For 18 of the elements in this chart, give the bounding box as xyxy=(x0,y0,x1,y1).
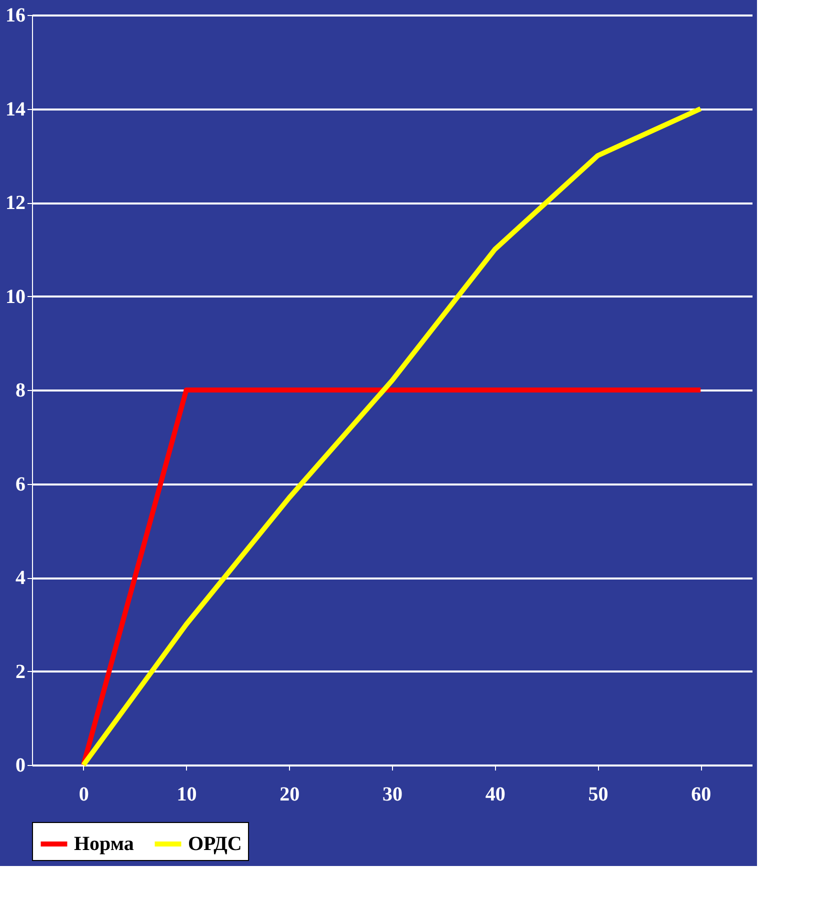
y-tick-label: 8 xyxy=(16,380,26,402)
y-tick-label: 12 xyxy=(6,192,26,214)
y-tick-label: 4 xyxy=(16,567,26,589)
x-tick-label: 0 xyxy=(78,784,89,806)
y-tick-label: 10 xyxy=(6,286,26,308)
x-tick-label: 10 xyxy=(176,784,197,806)
x-tick-label: 20 xyxy=(280,784,300,806)
y-tick-label: 2 xyxy=(16,660,26,683)
y-tick-label: 14 xyxy=(6,98,26,120)
x-tick-label: 60 xyxy=(691,784,712,806)
x-tick-label: 30 xyxy=(382,784,402,806)
legend-label: Норма xyxy=(74,833,134,855)
legend-label: ОРДС xyxy=(188,833,242,855)
y-tick-label: 6 xyxy=(16,473,26,496)
y-tick-label: 0 xyxy=(16,754,26,776)
x-tick-label: 40 xyxy=(485,784,506,806)
x-tick-label: 50 xyxy=(588,784,608,806)
y-tick-label: 16 xyxy=(6,4,26,26)
